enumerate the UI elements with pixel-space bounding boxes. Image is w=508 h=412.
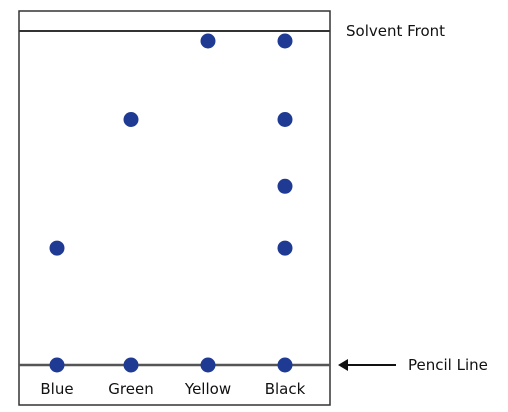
spot-blue-0 (49, 357, 65, 373)
pencil-line-label: Pencil Line (408, 356, 488, 374)
lane-label-black: Black (265, 380, 306, 398)
spot-black-4 (277, 33, 293, 49)
spot-blue-1 (49, 240, 65, 256)
spots-layer (49, 33, 293, 373)
spot-black-1 (277, 240, 293, 256)
solvent-front-label: Solvent Front (346, 22, 445, 40)
lane-label-green: Green (108, 380, 153, 398)
spot-yellow-0 (200, 357, 216, 373)
lane-label-yellow: Yellow (184, 380, 231, 398)
spot-black-3 (277, 112, 293, 127)
chromatography-paper (18, 10, 331, 406)
spot-yellow-1 (200, 33, 216, 49)
spot-green-0 (123, 357, 139, 373)
spot-black-0 (277, 357, 293, 373)
lane-labels: Blue Green Yellow Black (40, 380, 305, 398)
spot-black-2 (277, 178, 293, 194)
lane-label-blue: Blue (40, 380, 73, 398)
spot-green-1 (123, 112, 139, 127)
arrow-head-icon (338, 359, 348, 371)
